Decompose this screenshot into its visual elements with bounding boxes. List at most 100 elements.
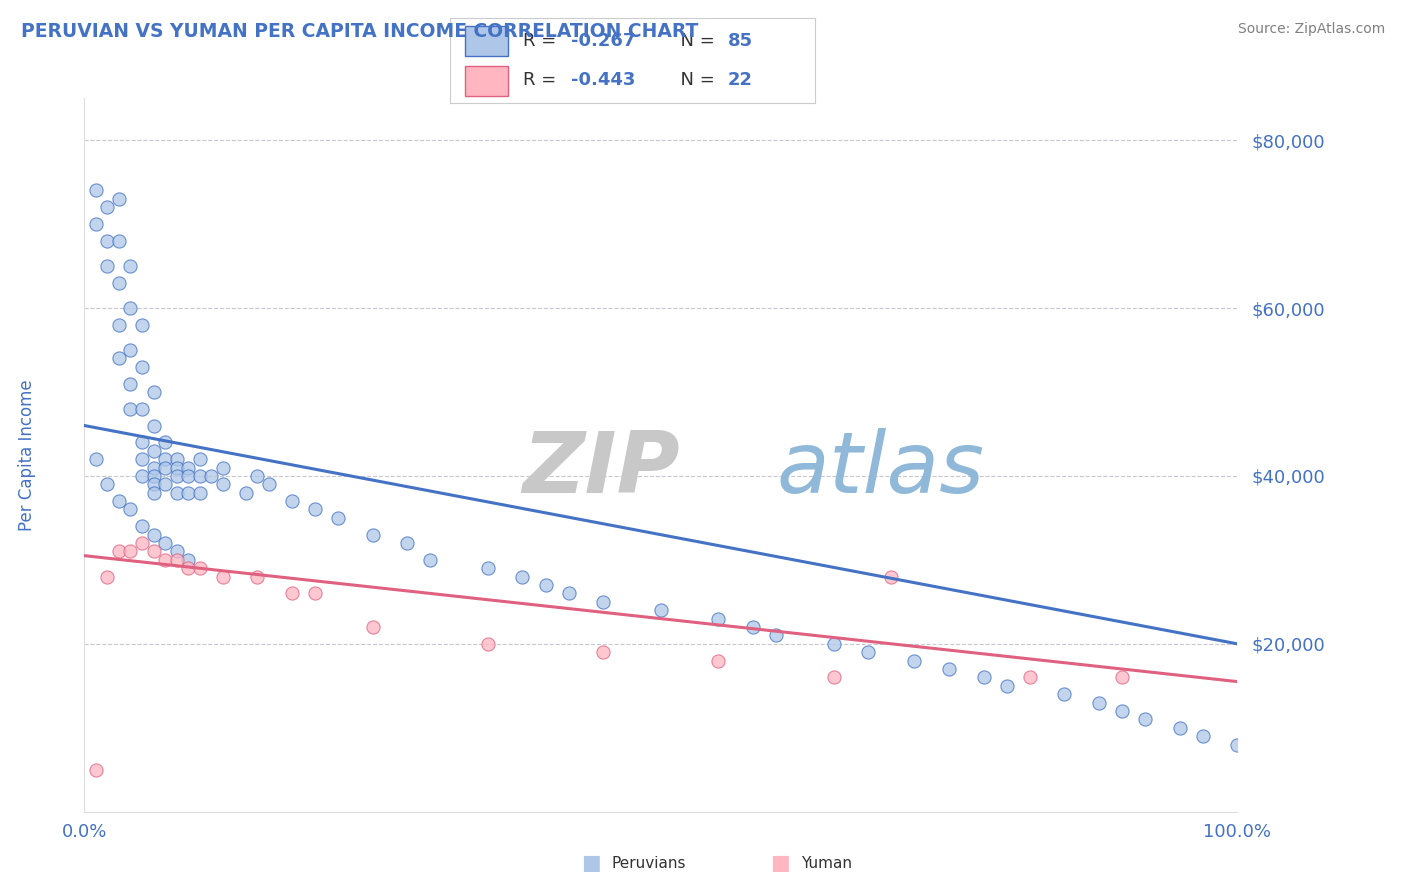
Point	[120, 401, 142, 416]
Text: Yuman: Yuman	[801, 856, 852, 871]
Point	[166, 485, 188, 500]
Point	[142, 443, 165, 458]
Point	[120, 343, 142, 357]
Point	[108, 494, 131, 508]
Point	[131, 452, 153, 467]
Text: PERUVIAN VS YUMAN PER CAPITA INCOME CORRELATION CHART: PERUVIAN VS YUMAN PER CAPITA INCOME CORR…	[21, 22, 699, 41]
Point	[361, 527, 384, 541]
Point	[108, 276, 131, 290]
Point	[765, 628, 787, 642]
Point	[534, 578, 557, 592]
Point	[823, 670, 845, 684]
Point	[96, 259, 118, 273]
Point	[188, 469, 211, 483]
Point	[108, 351, 131, 366]
Point	[1191, 729, 1213, 743]
Point	[120, 376, 142, 391]
Point	[188, 561, 211, 575]
Point	[142, 477, 165, 491]
Point	[650, 603, 672, 617]
Point	[84, 763, 107, 777]
Point	[973, 670, 995, 684]
Point	[1168, 721, 1191, 735]
Point	[131, 435, 153, 450]
Point	[166, 544, 188, 558]
Point	[823, 637, 845, 651]
Text: -0.267: -0.267	[571, 32, 636, 50]
Text: R =: R =	[523, 70, 562, 88]
Point	[177, 469, 200, 483]
Point	[142, 384, 165, 399]
Point	[166, 553, 188, 567]
Text: Per Capita Income: Per Capita Income	[18, 379, 35, 531]
Point	[131, 536, 153, 550]
Point	[211, 460, 233, 475]
Text: ■: ■	[581, 854, 600, 873]
Point	[858, 645, 880, 659]
Text: Source: ZipAtlas.com: Source: ZipAtlas.com	[1237, 22, 1385, 37]
Point	[304, 586, 326, 600]
Point	[177, 485, 200, 500]
Text: ZIP: ZIP	[523, 427, 681, 511]
Point	[211, 477, 233, 491]
Point	[142, 485, 165, 500]
Point	[131, 359, 153, 374]
Point	[166, 460, 188, 475]
Point	[142, 469, 165, 483]
Point	[1111, 670, 1133, 684]
Text: ■: ■	[770, 854, 790, 873]
Point	[557, 586, 579, 600]
Text: -0.443: -0.443	[571, 70, 636, 88]
Point	[177, 553, 200, 567]
Point	[131, 401, 153, 416]
Point	[142, 418, 165, 433]
Point	[281, 586, 304, 600]
Point	[131, 469, 153, 483]
FancyBboxPatch shape	[464, 66, 509, 95]
Point	[281, 494, 304, 508]
Point	[235, 485, 257, 500]
Point	[200, 469, 222, 483]
Point	[903, 654, 925, 668]
Point	[361, 620, 384, 634]
Point	[120, 544, 142, 558]
Text: atlas: atlas	[776, 427, 984, 511]
Point	[153, 460, 176, 475]
Text: 22: 22	[728, 70, 752, 88]
Point	[84, 184, 107, 198]
Point	[84, 217, 107, 231]
Point	[477, 561, 499, 575]
Point	[880, 569, 903, 583]
Point	[166, 469, 188, 483]
FancyBboxPatch shape	[464, 27, 509, 56]
Text: N =: N =	[669, 70, 721, 88]
Point	[246, 469, 269, 483]
Point	[188, 485, 211, 500]
Point	[592, 645, 614, 659]
Point	[177, 460, 200, 475]
Point	[108, 318, 131, 332]
Point	[1226, 738, 1249, 752]
Point	[108, 544, 131, 558]
Point	[304, 502, 326, 516]
Point	[419, 553, 441, 567]
Point	[120, 502, 142, 516]
Point	[177, 561, 200, 575]
Point	[1088, 696, 1111, 710]
Point	[108, 192, 131, 206]
Point	[742, 620, 765, 634]
Text: Peruvians: Peruvians	[612, 856, 686, 871]
Point	[120, 301, 142, 315]
Point	[153, 452, 176, 467]
Point	[995, 679, 1018, 693]
Point	[938, 662, 960, 676]
Point	[142, 544, 165, 558]
Point	[246, 569, 269, 583]
Point	[96, 569, 118, 583]
Point	[153, 435, 176, 450]
Point	[142, 527, 165, 541]
Point	[153, 477, 176, 491]
Point	[96, 477, 118, 491]
Point	[131, 519, 153, 533]
Point	[326, 511, 349, 525]
